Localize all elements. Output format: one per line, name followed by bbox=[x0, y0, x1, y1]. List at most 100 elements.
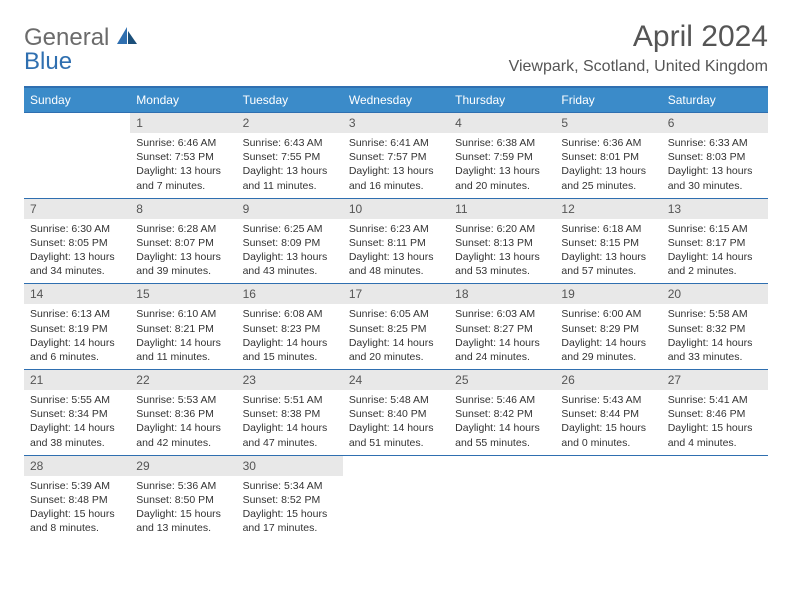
day-info: Sunrise: 6:33 AMSunset: 8:03 PMDaylight:… bbox=[662, 133, 768, 198]
day-info: Sunrise: 6:25 AMSunset: 8:09 PMDaylight:… bbox=[237, 219, 343, 284]
day-cell: 15Sunrise: 6:10 AMSunset: 8:21 PMDayligh… bbox=[130, 284, 236, 369]
logo-sail-icon bbox=[117, 27, 139, 50]
day-cell: 5Sunrise: 6:36 AMSunset: 8:01 PMDaylight… bbox=[555, 113, 661, 198]
day-number: 17 bbox=[343, 284, 449, 304]
day-cell: 11Sunrise: 6:20 AMSunset: 8:13 PMDayligh… bbox=[449, 199, 555, 284]
weekday-label: Sunday bbox=[24, 88, 130, 112]
day-cell: 1Sunrise: 6:46 AMSunset: 7:53 PMDaylight… bbox=[130, 113, 236, 198]
day-number: 19 bbox=[555, 284, 661, 304]
day-info: Sunrise: 5:48 AMSunset: 8:40 PMDaylight:… bbox=[343, 390, 449, 455]
week-row: 21Sunrise: 5:55 AMSunset: 8:34 PMDayligh… bbox=[24, 369, 768, 455]
day-cell: 19Sunrise: 6:00 AMSunset: 8:29 PMDayligh… bbox=[555, 284, 661, 369]
day-cell: 23Sunrise: 5:51 AMSunset: 8:38 PMDayligh… bbox=[237, 370, 343, 455]
week-row: 14Sunrise: 6:13 AMSunset: 8:19 PMDayligh… bbox=[24, 283, 768, 369]
weekday-label: Friday bbox=[555, 88, 661, 112]
day-cell: 30Sunrise: 5:34 AMSunset: 8:52 PMDayligh… bbox=[237, 456, 343, 541]
day-cell: 2Sunrise: 6:43 AMSunset: 7:55 PMDaylight… bbox=[237, 113, 343, 198]
day-cell: 14Sunrise: 6:13 AMSunset: 8:19 PMDayligh… bbox=[24, 284, 130, 369]
day-cell: 8Sunrise: 6:28 AMSunset: 8:07 PMDaylight… bbox=[130, 199, 236, 284]
day-number: 10 bbox=[343, 199, 449, 219]
day-cell: 26Sunrise: 5:43 AMSunset: 8:44 PMDayligh… bbox=[555, 370, 661, 455]
day-number: 2 bbox=[237, 113, 343, 133]
day-info: Sunrise: 6:13 AMSunset: 8:19 PMDaylight:… bbox=[24, 304, 130, 369]
day-info: Sunrise: 6:10 AMSunset: 8:21 PMDaylight:… bbox=[130, 304, 236, 369]
day-info: Sunrise: 6:08 AMSunset: 8:23 PMDaylight:… bbox=[237, 304, 343, 369]
month-title: April 2024 bbox=[509, 20, 768, 54]
day-cell: 16Sunrise: 6:08 AMSunset: 8:23 PMDayligh… bbox=[237, 284, 343, 369]
day-info: Sunrise: 6:05 AMSunset: 8:25 PMDaylight:… bbox=[343, 304, 449, 369]
day-info: Sunrise: 6:46 AMSunset: 7:53 PMDaylight:… bbox=[130, 133, 236, 198]
day-cell: 6Sunrise: 6:33 AMSunset: 8:03 PMDaylight… bbox=[662, 113, 768, 198]
day-info: Sunrise: 6:20 AMSunset: 8:13 PMDaylight:… bbox=[449, 219, 555, 284]
day-number: 9 bbox=[237, 199, 343, 219]
empty-day-cell bbox=[343, 456, 449, 541]
day-cell: 12Sunrise: 6:18 AMSunset: 8:15 PMDayligh… bbox=[555, 199, 661, 284]
day-cell: 7Sunrise: 6:30 AMSunset: 8:05 PMDaylight… bbox=[24, 199, 130, 284]
weekday-label: Tuesday bbox=[237, 88, 343, 112]
logo-text-general: General bbox=[24, 24, 109, 51]
day-info: Sunrise: 5:53 AMSunset: 8:36 PMDaylight:… bbox=[130, 390, 236, 455]
weekday-label: Monday bbox=[130, 88, 236, 112]
day-info: Sunrise: 5:51 AMSunset: 8:38 PMDaylight:… bbox=[237, 390, 343, 455]
day-info: Sunrise: 5:39 AMSunset: 8:48 PMDaylight:… bbox=[24, 476, 130, 541]
logo: General Blue bbox=[24, 20, 139, 74]
week-row: 1Sunrise: 6:46 AMSunset: 7:53 PMDaylight… bbox=[24, 112, 768, 198]
day-cell: 27Sunrise: 5:41 AMSunset: 8:46 PMDayligh… bbox=[662, 370, 768, 455]
day-number: 24 bbox=[343, 370, 449, 390]
day-info: Sunrise: 6:00 AMSunset: 8:29 PMDaylight:… bbox=[555, 304, 661, 369]
day-number: 30 bbox=[237, 456, 343, 476]
day-info: Sunrise: 6:43 AMSunset: 7:55 PMDaylight:… bbox=[237, 133, 343, 198]
day-cell: 3Sunrise: 6:41 AMSunset: 7:57 PMDaylight… bbox=[343, 113, 449, 198]
weekday-label: Thursday bbox=[449, 88, 555, 112]
day-info: Sunrise: 6:28 AMSunset: 8:07 PMDaylight:… bbox=[130, 219, 236, 284]
day-number: 29 bbox=[130, 456, 236, 476]
day-cell: 4Sunrise: 6:38 AMSunset: 7:59 PMDaylight… bbox=[449, 113, 555, 198]
day-info: Sunrise: 6:15 AMSunset: 8:17 PMDaylight:… bbox=[662, 219, 768, 284]
day-number: 4 bbox=[449, 113, 555, 133]
day-number: 20 bbox=[662, 284, 768, 304]
day-cell: 18Sunrise: 6:03 AMSunset: 8:27 PMDayligh… bbox=[449, 284, 555, 369]
day-number: 1 bbox=[130, 113, 236, 133]
location-text: Viewpark, Scotland, United Kingdom bbox=[509, 58, 768, 76]
day-info: Sunrise: 5:36 AMSunset: 8:50 PMDaylight:… bbox=[130, 476, 236, 541]
day-cell: 13Sunrise: 6:15 AMSunset: 8:17 PMDayligh… bbox=[662, 199, 768, 284]
day-number: 15 bbox=[130, 284, 236, 304]
day-cell: 29Sunrise: 5:36 AMSunset: 8:50 PMDayligh… bbox=[130, 456, 236, 541]
weekday-header-row: SundayMondayTuesdayWednesdayThursdayFrid… bbox=[24, 88, 768, 112]
day-number: 5 bbox=[555, 113, 661, 133]
day-info: Sunrise: 6:38 AMSunset: 7:59 PMDaylight:… bbox=[449, 133, 555, 198]
day-info: Sunrise: 5:41 AMSunset: 8:46 PMDaylight:… bbox=[662, 390, 768, 455]
day-info: Sunrise: 5:46 AMSunset: 8:42 PMDaylight:… bbox=[449, 390, 555, 455]
day-cell: 22Sunrise: 5:53 AMSunset: 8:36 PMDayligh… bbox=[130, 370, 236, 455]
day-info: Sunrise: 6:36 AMSunset: 8:01 PMDaylight:… bbox=[555, 133, 661, 198]
day-info: Sunrise: 6:41 AMSunset: 7:57 PMDaylight:… bbox=[343, 133, 449, 198]
day-number: 18 bbox=[449, 284, 555, 304]
logo-text-block: General Blue bbox=[24, 26, 139, 74]
day-number: 22 bbox=[130, 370, 236, 390]
day-info: Sunrise: 5:55 AMSunset: 8:34 PMDaylight:… bbox=[24, 390, 130, 455]
day-number: 21 bbox=[24, 370, 130, 390]
day-number: 16 bbox=[237, 284, 343, 304]
day-number: 25 bbox=[449, 370, 555, 390]
day-number: 7 bbox=[24, 199, 130, 219]
day-cell: 25Sunrise: 5:46 AMSunset: 8:42 PMDayligh… bbox=[449, 370, 555, 455]
weeks-container: 1Sunrise: 6:46 AMSunset: 7:53 PMDaylight… bbox=[24, 112, 768, 540]
calendar-page: General Blue April 2024 Viewpark, Scotla… bbox=[0, 0, 792, 560]
weekday-label: Wednesday bbox=[343, 88, 449, 112]
day-cell: 9Sunrise: 6:25 AMSunset: 8:09 PMDaylight… bbox=[237, 199, 343, 284]
title-block: April 2024 Viewpark, Scotland, United Ki… bbox=[509, 20, 768, 76]
day-number: 6 bbox=[662, 113, 768, 133]
day-number: 11 bbox=[449, 199, 555, 219]
day-info: Sunrise: 6:23 AMSunset: 8:11 PMDaylight:… bbox=[343, 219, 449, 284]
day-number: 28 bbox=[24, 456, 130, 476]
calendar-grid: SundayMondayTuesdayWednesdayThursdayFrid… bbox=[24, 86, 768, 540]
day-cell: 20Sunrise: 5:58 AMSunset: 8:32 PMDayligh… bbox=[662, 284, 768, 369]
day-info: Sunrise: 6:03 AMSunset: 8:27 PMDaylight:… bbox=[449, 304, 555, 369]
logo-text-blue: Blue bbox=[24, 50, 139, 74]
day-info: Sunrise: 6:30 AMSunset: 8:05 PMDaylight:… bbox=[24, 219, 130, 284]
week-row: 28Sunrise: 5:39 AMSunset: 8:48 PMDayligh… bbox=[24, 455, 768, 541]
empty-day-cell bbox=[555, 456, 661, 541]
day-number: 8 bbox=[130, 199, 236, 219]
day-number: 23 bbox=[237, 370, 343, 390]
day-number: 26 bbox=[555, 370, 661, 390]
